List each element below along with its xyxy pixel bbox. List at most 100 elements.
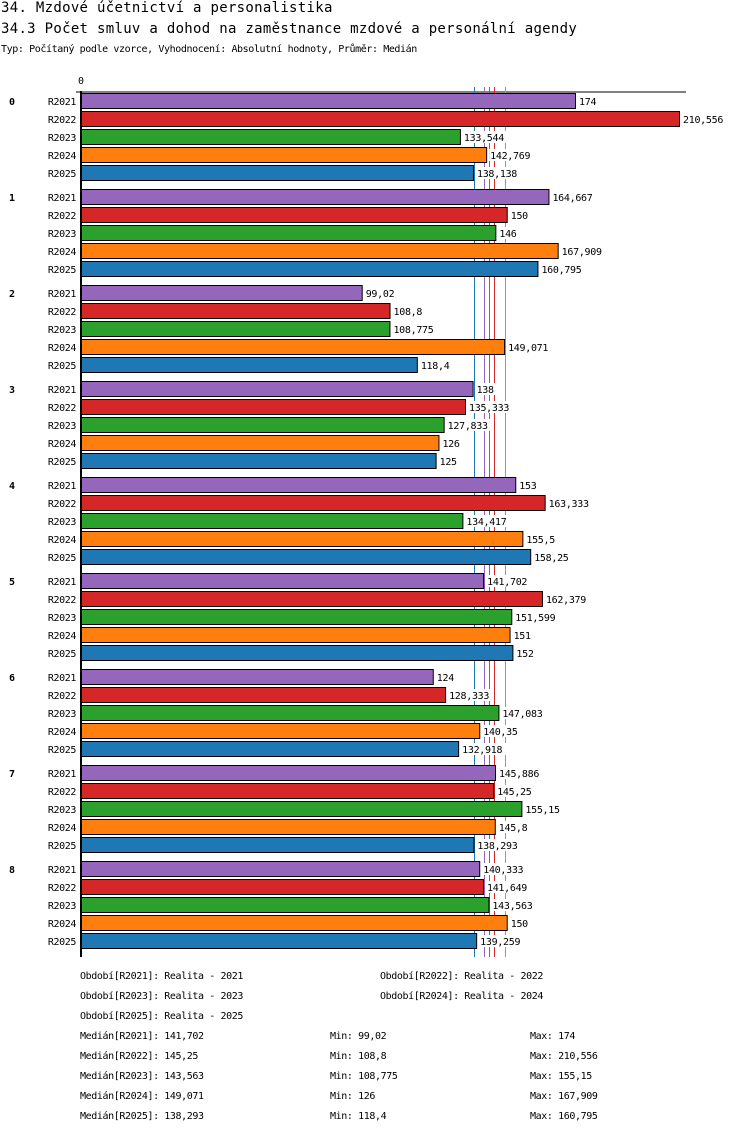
series-label: R2021 (48, 481, 76, 492)
bar (81, 645, 514, 661)
series-label: R2022 (48, 499, 76, 510)
group-label: 1 (9, 193, 15, 204)
series-label: R2025 (48, 457, 76, 468)
group-label: 6 (9, 673, 15, 684)
bar (81, 819, 496, 835)
data-label-bg (498, 227, 519, 239)
series-label: R2025 (48, 745, 76, 756)
bar (81, 381, 474, 397)
series-label: R2024 (48, 247, 76, 258)
bar (81, 111, 680, 127)
data-label: 167,909 (562, 247, 602, 258)
data-label: 108,775 (393, 325, 433, 336)
data-label-bg (475, 167, 522, 179)
data-label-bg (533, 551, 573, 563)
bar (81, 147, 488, 163)
data-label-bg (496, 785, 536, 797)
stat-median-r2025: Medián[R2025]: 138,293 (80, 1111, 204, 1122)
legend-period-r2023: Období[R2023]: Realita - 2023 (80, 991, 243, 1002)
data-label-bg (468, 401, 514, 413)
data-label: 140,35 (483, 727, 518, 738)
bar (81, 243, 559, 259)
stat-max-r2025: Max: 160,795 (530, 1111, 598, 1122)
series-label: R2025 (48, 169, 76, 180)
bar (81, 303, 391, 319)
series-label: R2023 (48, 517, 76, 528)
stat-max-r2024: Max: 167,909 (530, 1091, 598, 1102)
data-label: 155,5 (526, 535, 555, 546)
bar (81, 453, 437, 469)
bar (81, 93, 577, 109)
bar (81, 627, 511, 643)
bar (81, 531, 524, 547)
data-label-bg (479, 935, 525, 947)
bar (81, 705, 500, 721)
stat-max-r2023: Max: 155,15 (530, 1071, 592, 1082)
data-label: 118,4 (421, 361, 450, 372)
data-label: 151,599 (515, 613, 555, 624)
bar (81, 477, 517, 493)
data-label-bg (560, 245, 607, 257)
series-label: R2023 (48, 133, 76, 144)
bar (81, 861, 481, 877)
group-label: 3 (9, 385, 15, 396)
series-label: R2023 (48, 613, 76, 624)
stat-max-r2022: Max: 210,556 (530, 1051, 598, 1062)
data-label: 139,259 (480, 937, 520, 948)
bar (81, 225, 497, 241)
series-label: R2023 (48, 901, 76, 912)
data-label: 138,293 (477, 841, 517, 852)
data-label: 135,333 (469, 403, 509, 414)
data-label: 134,417 (466, 517, 506, 528)
data-label-bg (551, 191, 597, 203)
stat-median-r2024: Medián[R2024]: 149,071 (80, 1091, 204, 1102)
group-label: 7 (9, 769, 15, 780)
series-label: R2024 (48, 919, 76, 930)
stat-max-r2021: Max: 174 (530, 1031, 575, 1042)
series-label: R2024 (48, 439, 76, 450)
bar (81, 837, 475, 853)
bar (81, 765, 497, 781)
data-label: 158,25 (534, 553, 569, 564)
bar (81, 207, 508, 223)
bar (81, 609, 513, 625)
data-label-bg (525, 533, 559, 545)
data-label-bg (465, 515, 511, 527)
series-label: R2021 (48, 577, 76, 588)
series-label: R2022 (48, 691, 76, 702)
bar (81, 321, 391, 337)
data-label: 140,333 (483, 865, 523, 876)
series-label: R2024 (48, 343, 76, 354)
data-label-bg (507, 341, 553, 353)
data-label-bg (514, 611, 560, 623)
bar (81, 339, 506, 355)
series-label: R2022 (48, 307, 76, 318)
bar (81, 495, 546, 511)
stat-min-r2025: Min: 118,4 (330, 1111, 387, 1122)
data-label-bg (524, 803, 564, 815)
series-label: R2021 (48, 673, 76, 684)
data-label-bg (392, 323, 438, 335)
data-label-bg (540, 263, 586, 275)
stat-median-r2023: Medián[R2023]: 143,563 (80, 1071, 204, 1082)
stat-median-r2021: Medián[R2021]: 141,702 (80, 1031, 204, 1042)
data-label-bg (485, 881, 532, 893)
series-label: R2025 (48, 841, 76, 852)
data-label-bg (512, 629, 534, 641)
data-label-bg (446, 419, 493, 431)
data-label-bg (491, 899, 537, 911)
data-label-bg (682, 113, 728, 125)
data-label-bg (419, 359, 453, 371)
legend-period-r2021: Období[R2021]: Realita - 2021 (80, 971, 243, 982)
data-label-bg (461, 743, 507, 755)
data-label: 138,138 (477, 169, 517, 180)
data-label-bg (515, 647, 537, 659)
bar (81, 399, 467, 415)
data-label: 143,563 (492, 901, 532, 912)
data-label: 164,667 (552, 193, 592, 204)
legend-period-r2025: Období[R2025]: Realita - 2025 (80, 1011, 243, 1022)
bar (81, 687, 447, 703)
data-label-bg (482, 725, 522, 737)
chart-info: Typ: Počítaný podle vzorce, Vyhodnocení:… (1, 44, 417, 55)
legend-period-r2024: Období[R2024]: Realita - 2024 (380, 991, 543, 1002)
